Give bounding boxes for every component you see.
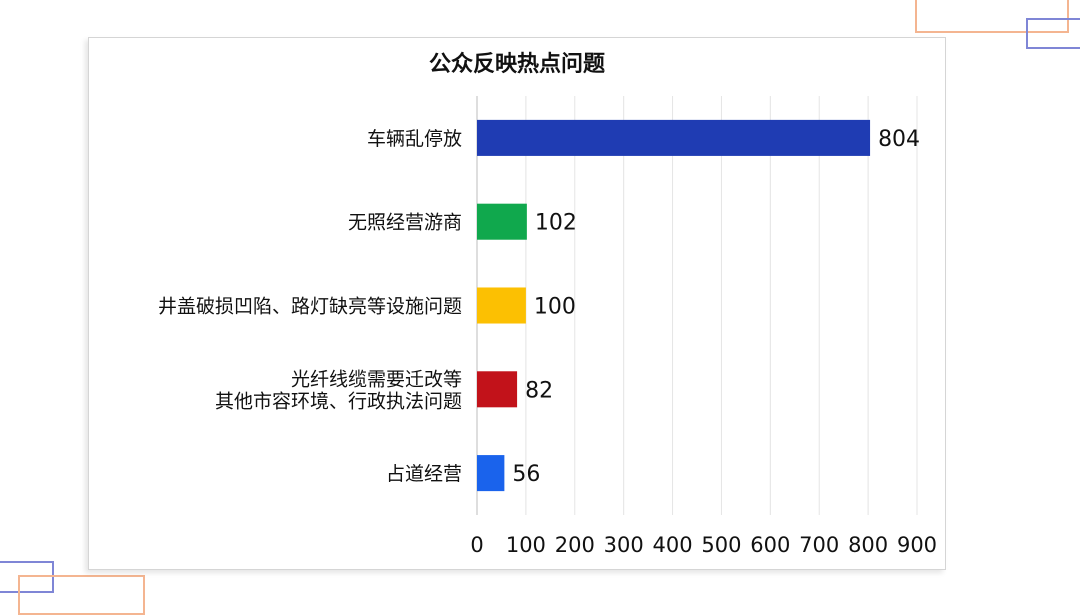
chart-bars: 804 车辆乱停放 102 无照经营游商 100 井盖破损凹陷、路灯缺亮等设施问题 82 光纤… xyxy=(158,119,920,492)
bar xyxy=(477,371,518,408)
bar-value-label: 56 xyxy=(512,462,540,487)
bar xyxy=(477,203,527,240)
bar-value-label: 804 xyxy=(878,127,920,152)
bar xyxy=(477,119,871,156)
x-tick-label: 900 xyxy=(897,533,937,557)
category-label: 无照经营游商 xyxy=(348,212,462,234)
bar-value-label: 82 xyxy=(525,378,553,403)
category-label: 光纤线缆需要迁改等 xyxy=(291,368,462,390)
bar-value-label: 102 xyxy=(535,211,577,236)
x-tick-label: 100 xyxy=(506,533,546,557)
bar-value-label: 100 xyxy=(534,295,576,320)
x-tick-label: 400 xyxy=(653,533,693,557)
decorative-frame-bottom-left-blue xyxy=(0,561,54,593)
bar xyxy=(477,287,526,324)
x-tick-label: 600 xyxy=(750,533,790,557)
decorative-frame-top-right-orange xyxy=(915,0,1069,33)
category-label: 车辆乱停放 xyxy=(367,128,462,150)
chart-title: 公众反映热点问题 xyxy=(429,51,606,77)
x-tick-label: 500 xyxy=(701,533,741,557)
x-tick-label: 300 xyxy=(604,533,644,557)
chart-gridlines xyxy=(525,96,918,515)
x-axis-ticks: 0 100 200 300 400 500 600 700 800 900 xyxy=(470,533,937,557)
category-label: 其他市容环境、行政执法问题 xyxy=(215,390,462,412)
category-label: 井盖破损凹陷、路灯缺亮等设施问题 xyxy=(158,296,462,318)
bar xyxy=(477,455,505,492)
x-tick-label: 0 xyxy=(470,533,483,557)
decorative-frame-top-right-blue xyxy=(1026,18,1080,49)
x-tick-label: 800 xyxy=(848,533,888,557)
x-tick-label: 200 xyxy=(555,533,595,557)
category-label: 占道经营 xyxy=(386,463,462,485)
x-tick-label: 700 xyxy=(799,533,839,557)
